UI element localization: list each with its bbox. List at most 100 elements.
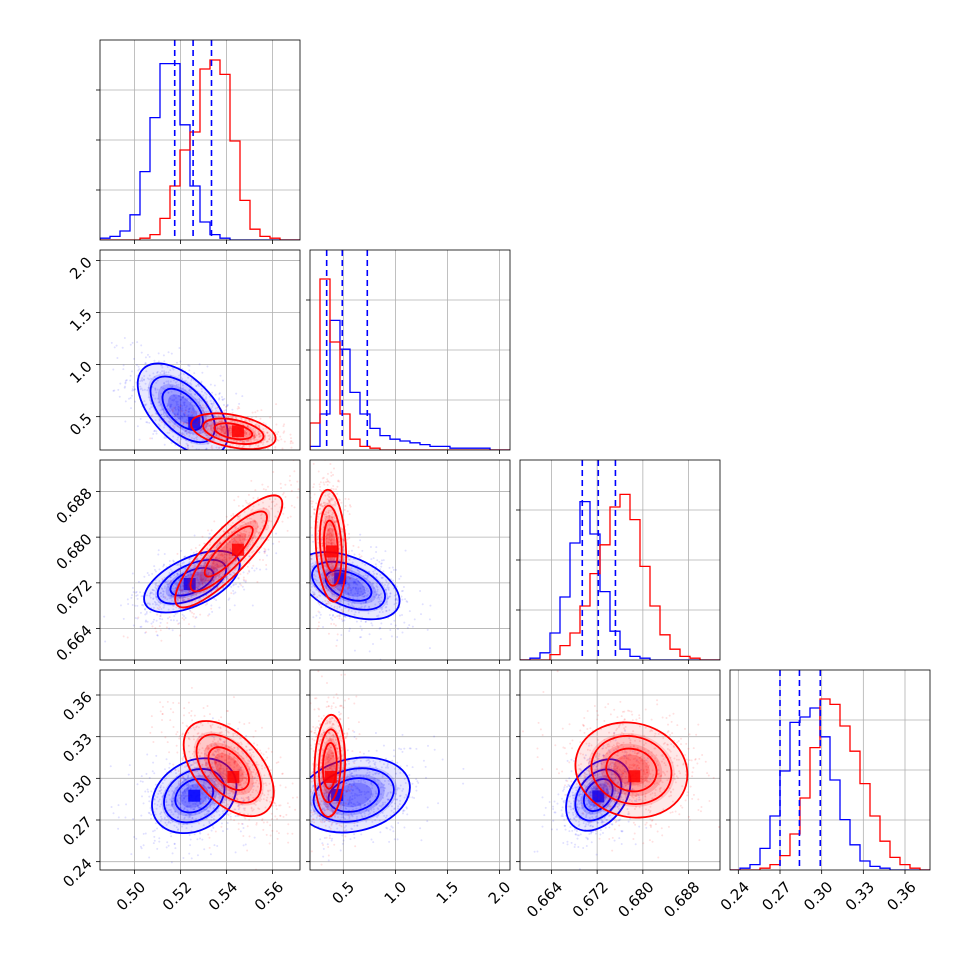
scatter-point (188, 813, 191, 816)
scatter-point (328, 538, 331, 541)
scatter-point (203, 461, 205, 463)
scatter-point (171, 790, 174, 793)
scatter-point (183, 420, 186, 423)
scatter-point (259, 514, 262, 517)
scatter-point (218, 737, 221, 740)
scatter-point (239, 455, 241, 457)
scatter-point (186, 443, 189, 446)
scatter-point (228, 559, 231, 562)
scatter-point (246, 433, 249, 436)
scatter-point (202, 577, 205, 580)
scatter-point (202, 552, 205, 555)
scatter-point (173, 824, 176, 827)
scatter-point (249, 543, 252, 546)
scatter-point (243, 455, 245, 457)
scatter-point (189, 813, 192, 816)
scatter-point (332, 494, 335, 497)
scatter-point (174, 589, 177, 592)
scatter-point (203, 808, 206, 811)
scatter-point (228, 757, 231, 760)
scatter-point (361, 549, 364, 552)
scatter-point (183, 618, 186, 621)
scatter-point (244, 435, 247, 438)
scatter-point (228, 573, 231, 576)
scatter-point (257, 525, 260, 528)
scatter-point (191, 816, 194, 819)
scatter-point (207, 571, 210, 574)
scatter-point (199, 802, 202, 805)
scatter-point (382, 576, 385, 579)
scatter-point (305, 550, 307, 552)
scatter-point (186, 787, 189, 790)
scatter-point (325, 587, 328, 590)
scatter-point (180, 564, 183, 567)
scatter-point (203, 752, 206, 755)
scatter-point (195, 550, 198, 553)
scatter-point (215, 434, 218, 437)
scatter-point (223, 553, 226, 556)
scatter-point (249, 522, 252, 525)
scatter-point (327, 600, 330, 603)
scatter-point (128, 397, 131, 400)
scatter-point (151, 572, 154, 575)
scatter-point (225, 576, 228, 579)
scatter-point (325, 515, 328, 518)
scatter-point (330, 538, 333, 541)
scatter-point (269, 581, 271, 583)
scatter-point (191, 408, 194, 411)
scatter-point (170, 597, 173, 600)
scatter-point (398, 577, 401, 580)
scatter-point (162, 565, 165, 568)
scatter-point (332, 473, 335, 476)
scatter-point (136, 604, 139, 607)
scatter-point (197, 427, 200, 430)
scatter-point (272, 436, 275, 439)
scatter-point (257, 450, 259, 452)
scatter-point (346, 606, 349, 609)
scatter-point (396, 628, 399, 631)
scatter-point (242, 441, 245, 444)
scatter-point (140, 625, 143, 628)
panel-frame (99, 249, 301, 451)
scatter-point (170, 403, 173, 406)
scatter-point (196, 804, 199, 807)
scatter-point (334, 543, 337, 546)
scatter-point (166, 409, 169, 412)
scatter-point (201, 582, 204, 585)
scatter-point (203, 581, 206, 584)
scatter-point (215, 415, 218, 418)
scatter-point (140, 814, 143, 817)
scatter-point (256, 439, 259, 442)
scatter-point (239, 440, 242, 443)
scatter-point (174, 408, 177, 411)
scatter-point (192, 405, 195, 408)
scatter-point (310, 515, 313, 518)
scatter-point (170, 442, 173, 445)
scatter-point (219, 420, 222, 423)
scatter-point (228, 560, 231, 563)
scatter-point (339, 583, 342, 586)
scatter-point (205, 584, 208, 587)
scatter-point (392, 568, 395, 571)
scatter-point (171, 820, 174, 823)
scatter-point (265, 557, 267, 559)
scatter-point (321, 505, 324, 508)
scatter-point (200, 577, 203, 580)
scatter-point (240, 441, 243, 444)
scatter-point (343, 509, 346, 512)
scatter-point (181, 617, 184, 620)
scatter-point (320, 602, 323, 605)
contour-a (311, 560, 386, 611)
scatter-point (246, 517, 249, 520)
scatter-point (211, 570, 214, 573)
scatter-point (211, 453, 213, 455)
scatter-point (313, 593, 316, 596)
scatter-point (318, 507, 321, 510)
scatter-point (207, 571, 210, 574)
scatter-point (303, 583, 305, 585)
scatter-point (187, 816, 190, 819)
scatter-point (211, 409, 214, 412)
scatter-point (179, 398, 182, 401)
scatter-point (201, 439, 204, 442)
scatter-point (186, 397, 189, 400)
